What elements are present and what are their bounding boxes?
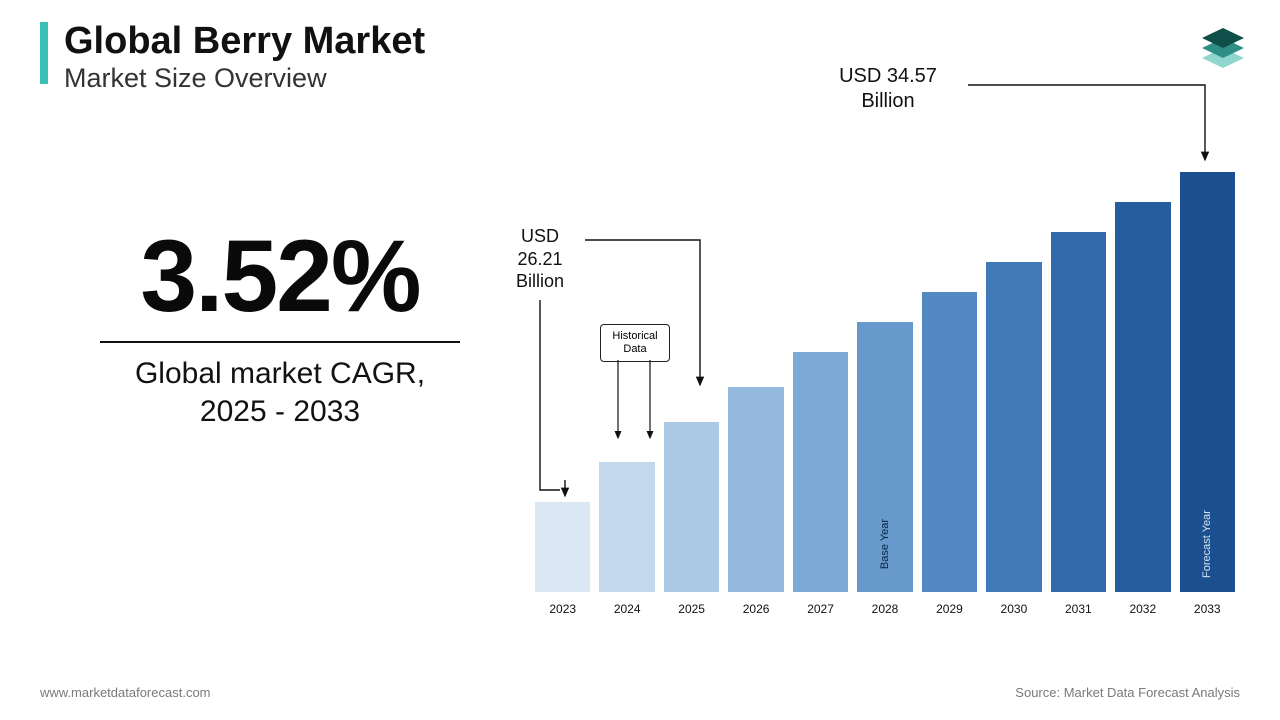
bar-2027 — [793, 352, 848, 592]
x-label: 2027 — [793, 602, 848, 616]
cagr-caption: Global market CAGR, 2025 - 2033 — [100, 355, 460, 430]
bar-2033: Forecast Year — [1180, 172, 1235, 592]
bar-col: Base Year — [857, 322, 912, 592]
historical-data-box: Historical Data — [600, 324, 670, 362]
bar-col — [793, 352, 848, 592]
callout-end-value: USD 34.57 Billion — [808, 64, 968, 114]
header: Global Berry Market Market Size Overview — [40, 22, 425, 94]
bar-2030 — [986, 262, 1041, 592]
page-title: Global Berry Market — [64, 22, 425, 62]
x-label: 2025 — [664, 602, 719, 616]
bar-col — [1115, 202, 1170, 592]
x-label: 2031 — [1051, 602, 1106, 616]
x-label: 2023 — [535, 602, 590, 616]
bar-2029 — [922, 292, 977, 592]
bar-col — [986, 262, 1041, 592]
cagr-caption-line1: Global market CAGR, — [135, 357, 425, 390]
title-block: Global Berry Market Market Size Overview — [64, 22, 425, 94]
brand-logo-icon — [1194, 18, 1252, 81]
bar-2031 — [1051, 232, 1106, 592]
x-label: 2032 — [1115, 602, 1170, 616]
bar-2024 — [599, 462, 654, 592]
bar-2026 — [728, 387, 783, 592]
bar-container: Base Year Forecast Year — [535, 152, 1235, 592]
bar-col: Forecast Year — [1180, 172, 1235, 592]
page-subtitle: Market Size Overview — [64, 64, 425, 94]
bar-inner-label: Forecast Year — [1201, 510, 1213, 578]
cagr-caption-line2: 2025 - 2033 — [200, 395, 360, 428]
x-label: 2026 — [728, 602, 783, 616]
cagr-block: 3.52% Global market CAGR, 2025 - 2033 — [100, 225, 460, 430]
cagr-divider — [100, 341, 460, 343]
cagr-value: 3.52% — [100, 225, 460, 327]
bar-col — [728, 387, 783, 592]
x-label: 2033 — [1180, 602, 1235, 616]
bar-col — [664, 422, 719, 592]
x-label: 2024 — [599, 602, 654, 616]
accent-bar — [40, 22, 48, 84]
bar-col — [535, 502, 590, 592]
bar-2025 — [664, 422, 719, 592]
bar-col — [599, 462, 654, 592]
x-label: 2028 — [857, 602, 912, 616]
footer-source: Source: Market Data Forecast Analysis — [1015, 685, 1240, 700]
bar-col — [1051, 232, 1106, 592]
x-axis-labels: 2023 2024 2025 2026 2027 2028 2029 2030 2031 2032… — [535, 602, 1235, 616]
callout-start-value: USD 26.21 Billion — [500, 225, 580, 293]
bar-2032 — [1115, 202, 1170, 592]
bar-2028: Base Year — [857, 322, 912, 592]
x-label: 2030 — [986, 602, 1041, 616]
x-label: 2029 — [922, 602, 977, 616]
bar-col — [922, 292, 977, 592]
footer-url: www.marketdataforecast.com — [40, 685, 211, 700]
bar-2023 — [535, 502, 590, 592]
bar-inner-label: Base Year — [879, 519, 891, 569]
